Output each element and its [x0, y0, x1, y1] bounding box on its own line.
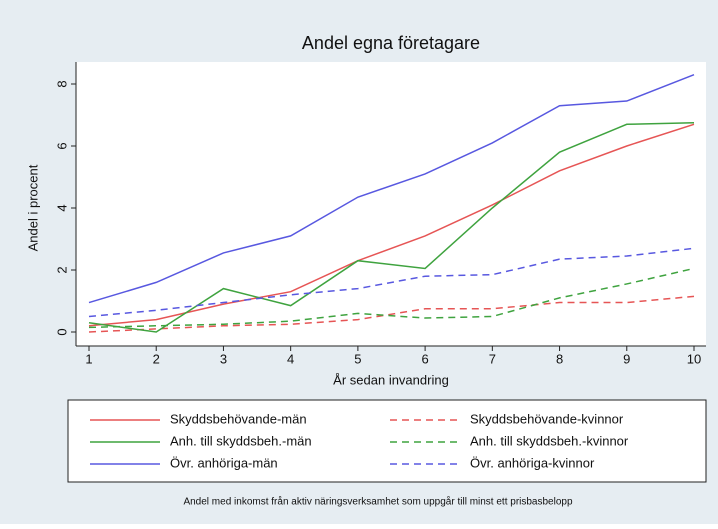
x-tick-label: 8	[556, 351, 563, 366]
series-line	[88, 247, 695, 318]
series-line	[88, 122, 695, 333]
x-tick-label: 4	[287, 351, 294, 366]
x-tick-label: 1	[85, 351, 92, 366]
y-tick-label: 4	[54, 204, 69, 211]
legend-label: Skyddsbehövande-kvinnor	[470, 411, 624, 426]
y-tick-label: 0	[54, 328, 69, 335]
x-tick-label: 6	[421, 351, 428, 366]
legend-label: Skyddsbehövande-män	[170, 411, 307, 426]
legend-label: Anh. till skyddsbeh.-män	[170, 433, 312, 448]
series-line	[88, 74, 695, 304]
series-line	[88, 295, 695, 333]
x-axis-label: År sedan invandring	[333, 372, 449, 387]
plot-area	[76, 62, 706, 346]
note: Andel med inkomst från aktiv näringsverk…	[183, 496, 573, 508]
series-line	[88, 123, 695, 327]
chart-title: Andel egna företagare	[302, 33, 480, 53]
y-tick-label: 8	[54, 80, 69, 87]
x-tick-label: 10	[687, 351, 701, 366]
x-tick-label: 2	[153, 351, 160, 366]
x-tick-label: 7	[489, 351, 496, 366]
series-line	[88, 267, 695, 329]
legend-label: Övr. anhöriga-kvinnor	[470, 455, 595, 470]
x-tick-label: 3	[220, 351, 227, 366]
y-tick-label: 6	[54, 142, 69, 149]
y-axis-label: Andel i procent	[25, 164, 40, 251]
x-tick-label: 5	[354, 351, 361, 366]
legend-label: Anh. till skyddsbeh.-kvinnor	[470, 433, 629, 448]
legend-label: Övr. anhöriga-män	[170, 455, 278, 470]
legend-box	[67, 399, 707, 483]
y-tick-label: 2	[54, 266, 69, 273]
x-tick-label: 9	[623, 351, 630, 366]
